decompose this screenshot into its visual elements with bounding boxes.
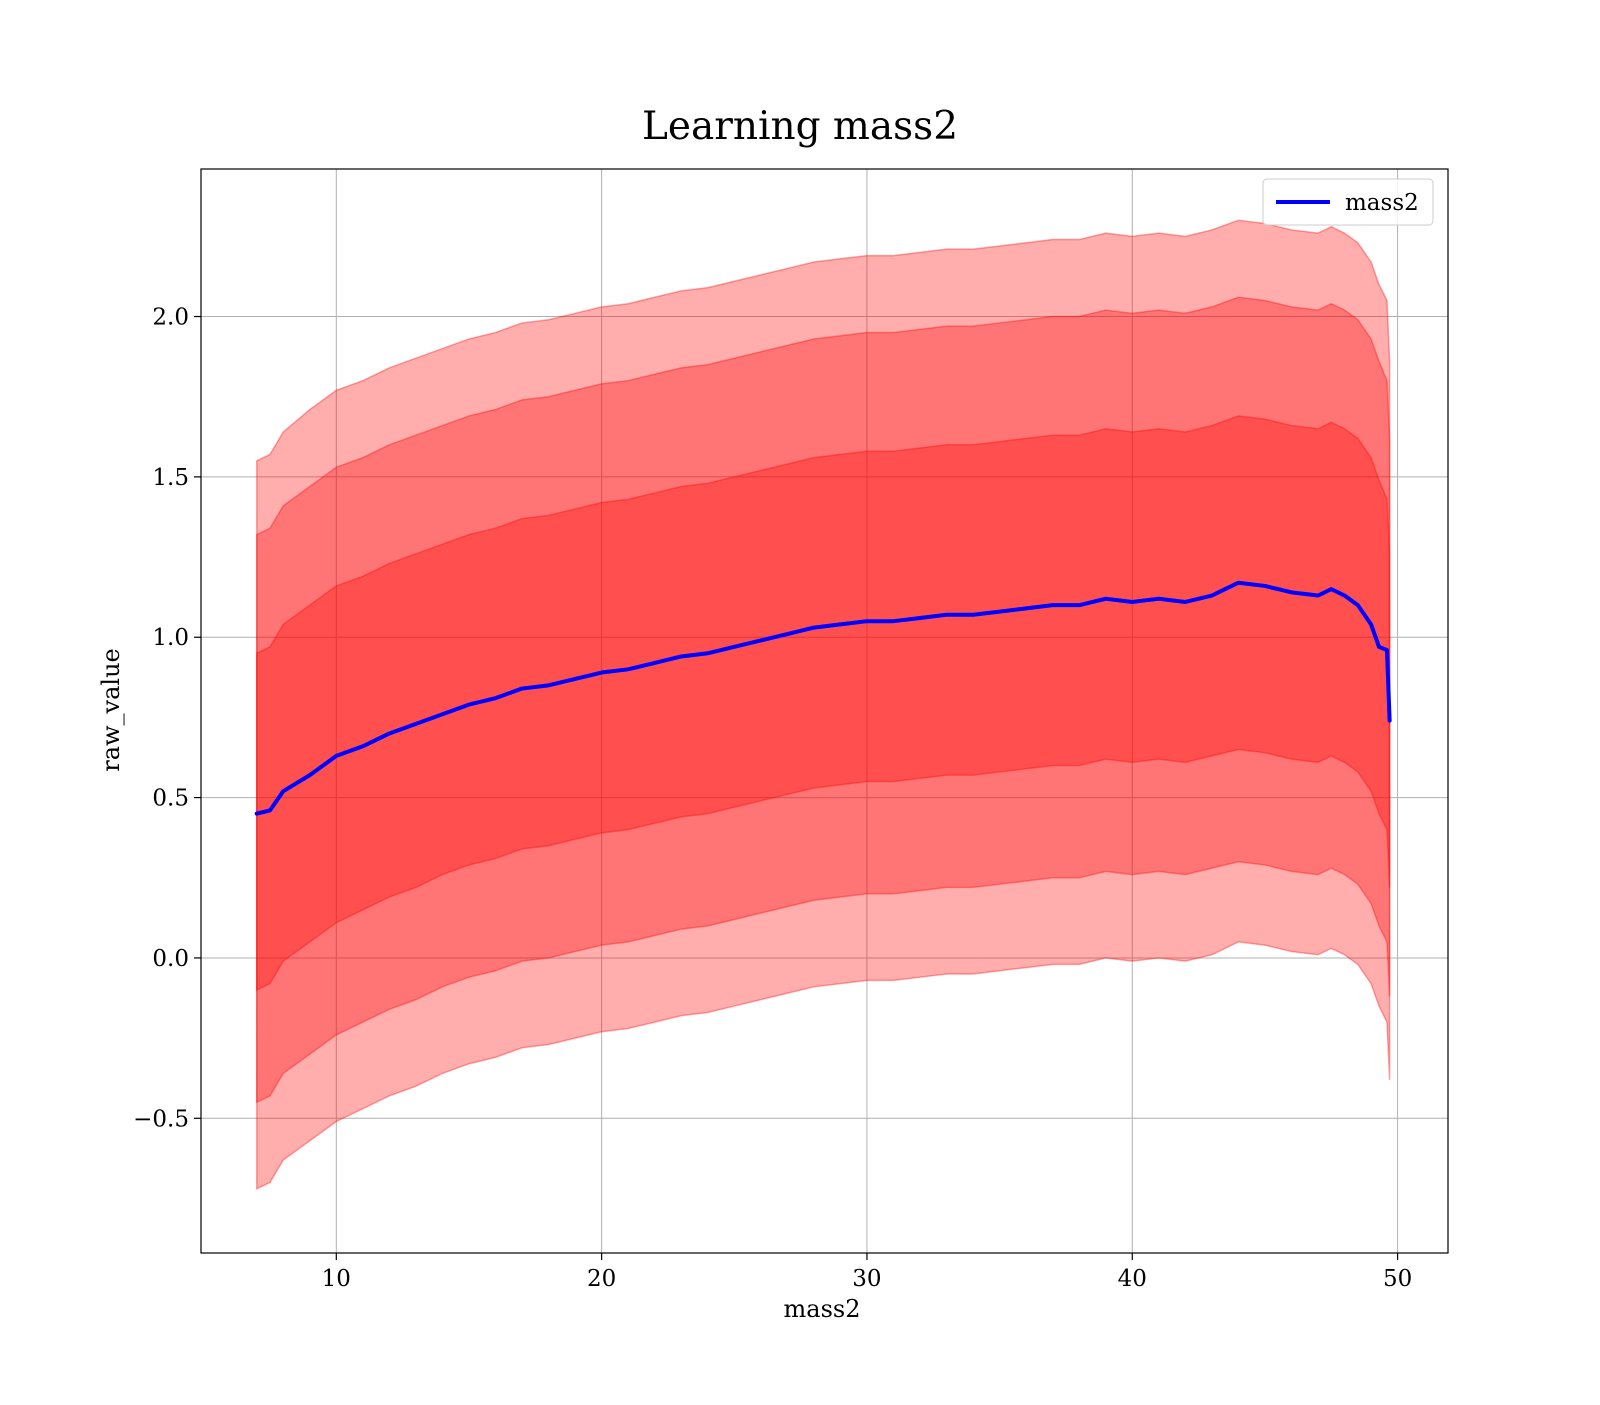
chart-title: Learning mass2 — [642, 104, 958, 149]
x-tick-label: 40 — [1118, 1266, 1147, 1292]
y-tick-label: 1.0 — [152, 625, 189, 651]
confidence-band-1 — [255, 415, 1391, 992]
y-axis-label: raw_value — [97, 648, 125, 772]
y-tick-label: 0.0 — [152, 946, 189, 972]
confidence-band-3 — [255, 219, 1391, 1191]
axis-ticks: 10 20 30 40 50 −0.5 0.0 0.5 1.0 1.5 2.0 — [133, 305, 1412, 1292]
y-tick-label: 2.0 — [152, 305, 189, 331]
plot-frame — [200, 168, 1449, 1254]
y-tick-label: 0.5 — [152, 786, 189, 812]
confidence-bands — [255, 219, 1391, 1191]
legend-box — [1262, 178, 1434, 226]
legend-label: mass2 — [1345, 190, 1419, 216]
grid-lines — [201, 169, 1448, 1253]
confidence-band-2 — [255, 296, 1391, 1104]
legend: mass2 — [1262, 178, 1434, 226]
x-tick-label: 20 — [587, 1266, 616, 1292]
series-line-mass2 — [254, 580, 1392, 816]
y-tick-label: 1.5 — [152, 465, 189, 491]
x-tick-label: 30 — [852, 1266, 881, 1292]
y-tick-label: −0.5 — [133, 1106, 189, 1132]
x-tick-label: 10 — [322, 1266, 351, 1292]
series-lines — [254, 580, 1392, 816]
x-axis-label: mass2 — [784, 1295, 861, 1323]
x-tick-label: 50 — [1383, 1266, 1412, 1292]
